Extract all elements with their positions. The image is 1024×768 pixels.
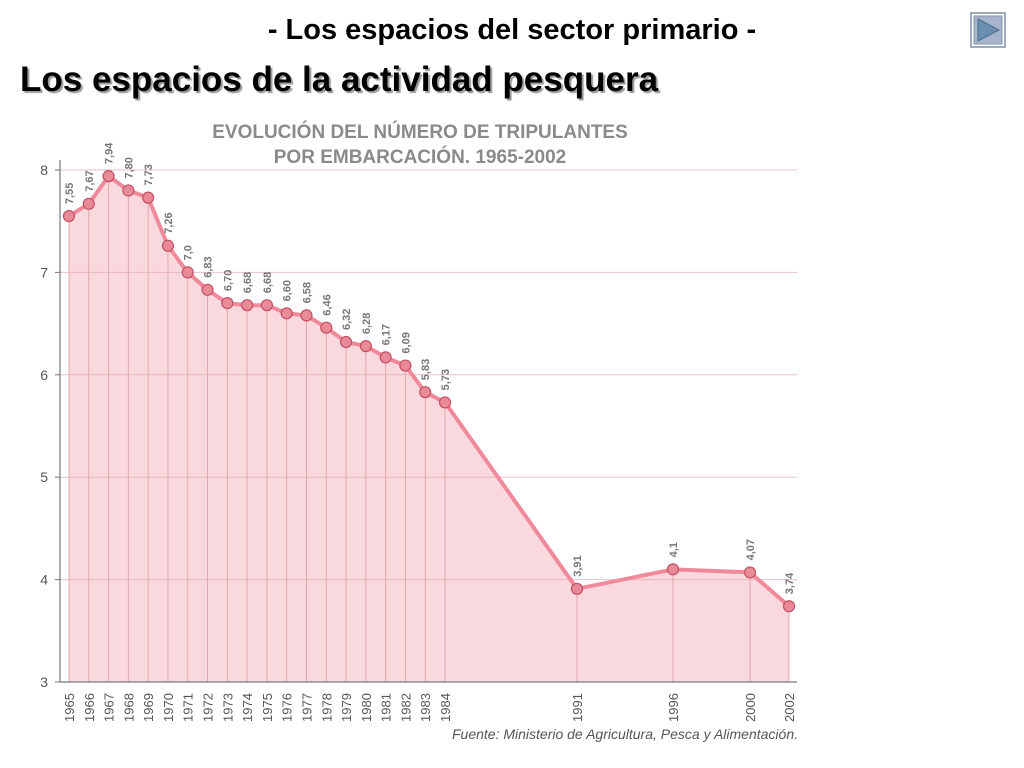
x-tick-label-1976: 1976: [280, 693, 295, 722]
x-tick-label-1980: 1980: [359, 693, 374, 722]
data-label-1977: 6,58: [302, 282, 314, 303]
x-tick-label-1972: 1972: [201, 693, 216, 722]
x-tick-label-1970: 1970: [161, 693, 176, 722]
data-point-1970: [161, 239, 175, 252]
chart-source: Fuente: Ministerio de Agricultura, Pesca…: [452, 726, 798, 742]
x-tick-label-1971: 1971: [181, 693, 196, 722]
data-point-1978: [320, 321, 333, 334]
data-label-1983: 5,83: [420, 359, 432, 380]
data-label-1996: 4,1: [668, 542, 680, 557]
x-tick-label-1983: 1983: [418, 693, 433, 722]
area-fill: [69, 176, 789, 682]
data-point-1971: [181, 266, 194, 279]
data-point-1965: [62, 209, 76, 223]
data-point-1976: [280, 307, 293, 320]
x-tick-label-1996: 1996: [666, 693, 681, 722]
data-label-1982: 6,09: [400, 332, 412, 353]
y-tick-label-6: 6: [40, 367, 48, 383]
data-label-1970: 7,26: [163, 212, 175, 233]
slide-subtitle: - Los espacios del sector primario -: [267, 14, 757, 46]
data-label-1991: 3,91: [572, 555, 584, 576]
data-point-2002: [782, 600, 796, 613]
data-label-1971: 7,0: [183, 245, 195, 260]
x-tick-label-1973: 1973: [220, 693, 235, 722]
data-label-1979: 6,32: [341, 309, 353, 330]
data-point-1974: [241, 299, 254, 312]
x-tick-label-1965: 1965: [62, 693, 77, 722]
x-tick-label-1966: 1966: [82, 693, 97, 722]
data-label-1980: 6,28: [361, 313, 373, 334]
data-point-1980: [359, 340, 372, 353]
data-point-1984: [438, 396, 452, 409]
data-label-1981: 6,17: [381, 324, 393, 345]
data-point-1967: [102, 170, 115, 183]
data-label-1975: 6,68: [262, 272, 274, 293]
y-tick-label-5: 5: [40, 469, 48, 485]
data-point-1968: [122, 184, 135, 197]
data-point-1966: [82, 197, 95, 210]
data-label-1966: 7,67: [84, 170, 96, 191]
data-point-1991: [570, 582, 584, 595]
data-point-1975: [260, 299, 273, 312]
y-tick-label-3: 3: [40, 674, 48, 690]
data-label-1965: 7,55: [64, 183, 76, 204]
data-point-1969: [142, 191, 155, 204]
x-tick-label-1975: 1975: [260, 693, 275, 722]
y-tick-label-7: 7: [40, 264, 48, 280]
data-label-2002: 3,74: [784, 572, 796, 594]
x-tick-label-1977: 1977: [300, 693, 315, 722]
chart-subtitle: POR EMBARCACIÓN. 1965-2002: [274, 146, 566, 168]
data-point-1972: [201, 283, 214, 296]
chart-title: EVOLUCIÓN DEL NÚMERO DE TRIPULANTES: [212, 121, 628, 143]
next-arrow-icon[interactable]: [970, 12, 1006, 48]
x-tick-label-1979: 1979: [339, 693, 354, 722]
data-label-1972: 6,83: [203, 256, 215, 277]
data-label-1973: 6,70: [222, 270, 234, 291]
x-tick-label-1969: 1969: [141, 693, 156, 722]
data-point-1981: [379, 351, 392, 364]
x-tick-label-2002: 2002: [782, 693, 797, 722]
x-tick-label-1967: 1967: [102, 693, 117, 722]
y-tick-label-4: 4: [40, 572, 48, 588]
data-point-1977: [300, 309, 313, 322]
slide-title: Los espacios de la actividad pesquera: [20, 60, 659, 99]
data-label-1984: 5,73: [440, 369, 452, 390]
x-tick-label-1984: 1984: [438, 693, 453, 722]
data-label-1967: 7,94: [104, 142, 116, 164]
x-tick-label-1982: 1982: [398, 693, 413, 722]
plot-area: 3 4 5 6 7 8 7,55 1965 7,67 1966 7,94 1967 7,80 1968 7,…: [40, 142, 797, 722]
x-tick-label-1978: 1978: [319, 693, 334, 722]
data-point-1982: [399, 359, 412, 372]
data-point-2000: [743, 566, 757, 579]
crew-per-vessel-chart: EVOLUCIÓN DEL NÚMERO DE TRIPULANTES POR …: [40, 121, 798, 742]
data-point-1973: [221, 297, 234, 310]
x-tick-label-1981: 1981: [379, 693, 394, 722]
x-tick-label-1991: 1991: [570, 693, 585, 722]
data-label-2000: 4,07: [745, 539, 757, 560]
x-tick-label-2000: 2000: [743, 693, 758, 722]
data-point-1983: [419, 386, 432, 399]
data-point-1979: [339, 335, 353, 349]
x-tick-label-1968: 1968: [121, 693, 136, 722]
data-label-1978: 6,46: [321, 294, 333, 315]
x-tick-label-1974: 1974: [240, 693, 255, 722]
data-label-1969: 7,73: [143, 164, 155, 185]
y-tick-label-8: 8: [40, 162, 48, 178]
data-label-1974: 6,68: [242, 272, 254, 293]
data-label-1968: 7,80: [123, 157, 135, 178]
data-point-1996: [666, 563, 680, 576]
data-label-1976: 6,60: [282, 280, 294, 301]
